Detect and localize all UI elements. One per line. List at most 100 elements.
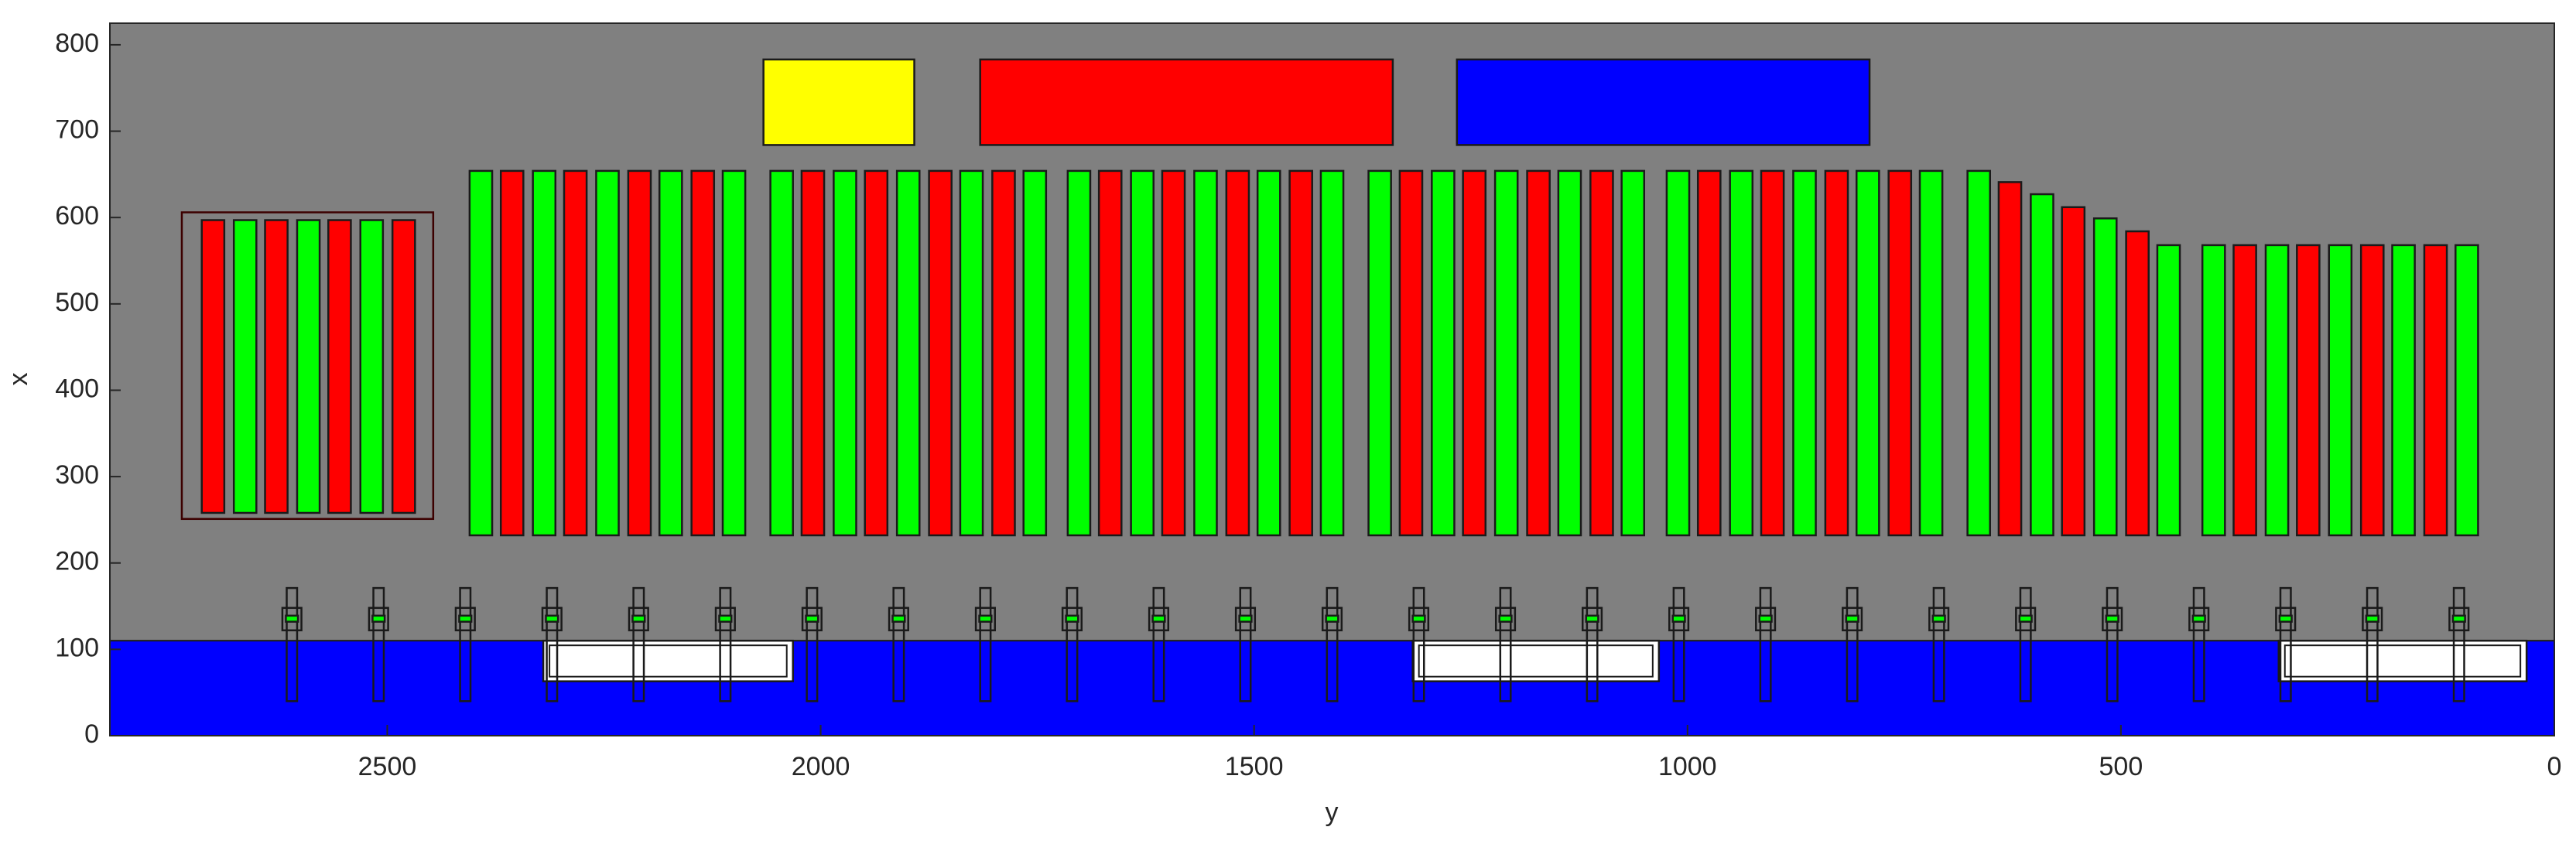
post-stem xyxy=(1326,586,1339,702)
x-tick-label: 1000 xyxy=(1658,752,1717,781)
post-stem xyxy=(2106,586,2119,702)
post-stem xyxy=(1586,586,1599,702)
post-stem xyxy=(2019,586,2032,702)
rectangle xyxy=(800,169,826,537)
rectangle xyxy=(2156,244,2181,537)
plot-frame xyxy=(109,22,2555,736)
rectangle xyxy=(959,169,984,537)
post-stem xyxy=(719,586,732,702)
y-tick-label: 600 xyxy=(55,201,99,231)
post-core xyxy=(2191,614,2206,623)
rectangle xyxy=(1225,169,1250,537)
y-tick-label: 0 xyxy=(84,719,99,749)
rectangle xyxy=(232,219,258,514)
post-stem xyxy=(1846,586,1859,702)
post-core xyxy=(2278,614,2293,623)
post-stem xyxy=(1499,586,1512,702)
post-stem xyxy=(2366,586,2379,702)
rectangle xyxy=(928,169,953,537)
rectangle xyxy=(1022,169,1048,537)
post-core xyxy=(978,614,993,623)
rectangle-inner-border xyxy=(549,644,788,678)
rectangle xyxy=(1760,169,1785,537)
post-core xyxy=(1411,614,1426,623)
rectangle xyxy=(690,169,716,537)
post-core xyxy=(2451,614,2466,623)
rectangle xyxy=(1097,169,1123,537)
rectangle xyxy=(1256,169,1281,537)
rectangle xyxy=(1824,169,1849,537)
rectangle xyxy=(1367,169,1392,537)
rectangle-inner-border xyxy=(1418,644,1654,678)
post-box xyxy=(1842,607,1863,632)
rectangle xyxy=(2264,244,2290,537)
post-box xyxy=(541,607,563,632)
y-tick-label: 100 xyxy=(55,633,99,662)
post-box xyxy=(1234,607,1257,632)
rectangle xyxy=(1620,169,1646,537)
rectangle xyxy=(563,169,588,537)
x-axis-label: y xyxy=(1326,798,1339,827)
rectangle xyxy=(1589,169,1614,537)
rectangle xyxy=(595,169,620,537)
rectangle xyxy=(1696,169,1722,537)
rectangle xyxy=(1493,169,1519,537)
post-box xyxy=(2102,607,2123,632)
post-box xyxy=(1148,607,1170,632)
rectangle xyxy=(2232,244,2257,537)
rectangle xyxy=(1526,169,1551,537)
y-tick-label: 200 xyxy=(55,547,99,576)
rectangle xyxy=(1431,169,1456,537)
y-tick-label: 300 xyxy=(55,460,99,490)
rectangle xyxy=(2455,244,2479,537)
post-core xyxy=(1065,614,1079,623)
rectangle xyxy=(1966,169,1991,537)
y-tick-label: 800 xyxy=(55,29,99,58)
rectangle xyxy=(2359,244,2385,537)
rectangle xyxy=(109,640,2555,737)
rectangle xyxy=(2328,244,2353,537)
post-stem xyxy=(632,586,645,702)
rectangle xyxy=(2092,217,2118,537)
post-core xyxy=(1585,614,1599,623)
post-core xyxy=(1671,614,1686,623)
rectangle xyxy=(979,58,1394,146)
rectangle xyxy=(1161,169,1186,537)
rectangle xyxy=(721,169,747,537)
rectangle xyxy=(2391,244,2416,537)
post-core xyxy=(2365,614,2379,623)
post-box xyxy=(1928,607,1950,632)
rectangle xyxy=(2030,193,2054,537)
y-axis-label: x xyxy=(4,373,33,386)
rectangle xyxy=(833,169,857,537)
rectangle xyxy=(762,58,915,146)
post-box xyxy=(2448,607,2470,632)
post-box xyxy=(1061,607,1083,632)
post-stem xyxy=(1412,586,1425,702)
post-box xyxy=(1668,607,1690,632)
post-stem xyxy=(372,586,385,702)
rectangle xyxy=(2125,230,2150,537)
rectangle xyxy=(200,219,226,514)
rectangle xyxy=(1792,169,1817,537)
rectangle xyxy=(542,639,794,682)
post-stem xyxy=(1152,586,1165,702)
post-core xyxy=(631,614,646,623)
rectangle xyxy=(2201,244,2226,537)
rectangle xyxy=(1997,181,2023,537)
rectangle xyxy=(1066,169,1092,537)
post-stem xyxy=(1672,586,1685,702)
post-box xyxy=(454,607,476,632)
post-core xyxy=(285,614,299,623)
rectangle xyxy=(532,169,557,537)
post-stem xyxy=(892,586,905,702)
rectangle xyxy=(391,219,416,514)
rectangle xyxy=(1855,169,1880,537)
post-box xyxy=(888,607,909,632)
rectangle xyxy=(1729,169,1754,537)
post-box xyxy=(2015,607,2037,632)
rectangle xyxy=(1288,169,1313,537)
rectangle xyxy=(769,169,794,537)
post-stem xyxy=(459,586,472,702)
rectangle xyxy=(2423,244,2448,537)
